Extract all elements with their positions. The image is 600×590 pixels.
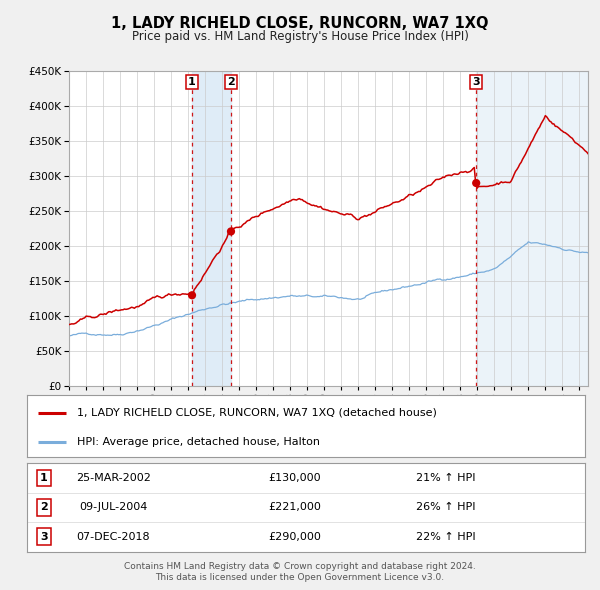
Text: HPI: Average price, detached house, Halton: HPI: Average price, detached house, Halt…: [77, 437, 320, 447]
Bar: [192, 71, 231, 386]
Text: 3: 3: [472, 77, 480, 87]
Text: 25-MAR-2002: 25-MAR-2002: [76, 473, 151, 483]
Text: 1: 1: [40, 473, 47, 483]
Text: 21% ↑ HPI: 21% ↑ HPI: [416, 473, 475, 483]
Text: £130,000: £130,000: [269, 473, 321, 483]
Text: 1, LADY RICHELD CLOSE, RUNCORN, WA7 1XQ: 1, LADY RICHELD CLOSE, RUNCORN, WA7 1XQ: [111, 16, 489, 31]
Text: 07-DEC-2018: 07-DEC-2018: [77, 532, 151, 542]
Point: [472, 178, 481, 188]
Text: 09-JUL-2004: 09-JUL-2004: [79, 503, 148, 512]
Text: 2: 2: [40, 503, 47, 512]
Text: This data is licensed under the Open Government Licence v3.0.: This data is licensed under the Open Gov…: [155, 572, 445, 582]
Text: 2: 2: [227, 77, 235, 87]
Point: [187, 290, 197, 300]
Bar: [476, 71, 588, 386]
Text: Price paid vs. HM Land Registry's House Price Index (HPI): Price paid vs. HM Land Registry's House …: [131, 30, 469, 43]
Text: 1, LADY RICHELD CLOSE, RUNCORN, WA7 1XQ (detached house): 1, LADY RICHELD CLOSE, RUNCORN, WA7 1XQ …: [77, 408, 437, 418]
Text: £290,000: £290,000: [268, 532, 321, 542]
Point: [226, 227, 236, 236]
Text: 1: 1: [188, 77, 196, 87]
Text: 26% ↑ HPI: 26% ↑ HPI: [416, 503, 475, 512]
Text: 3: 3: [40, 532, 47, 542]
Text: Contains HM Land Registry data © Crown copyright and database right 2024.: Contains HM Land Registry data © Crown c…: [124, 562, 476, 571]
Text: 22% ↑ HPI: 22% ↑ HPI: [416, 532, 475, 542]
Text: £221,000: £221,000: [268, 503, 321, 512]
